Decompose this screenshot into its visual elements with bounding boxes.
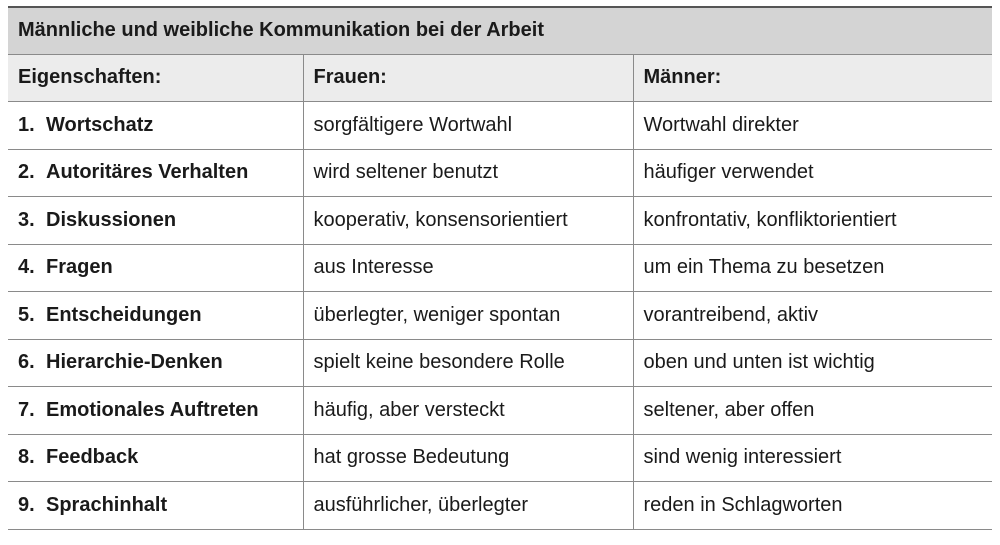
women-cell: ausführlicher, überlegter bbox=[302, 481, 633, 530]
property-label: Wortschatz bbox=[46, 113, 154, 136]
row-number: 2. bbox=[18, 161, 35, 184]
table-title: Männliche und weibliche Kommunikation be… bbox=[8, 7, 992, 55]
men-cell: oben und unten ist wichtig bbox=[632, 339, 992, 387]
property-cell: 2. Autoritäres Verhalten bbox=[8, 149, 303, 197]
men-cell: häufiger verwendet bbox=[632, 149, 992, 197]
header-women: Frauen: bbox=[302, 54, 633, 102]
table-row: 6. Hierarchie-Denken spielt keine besonde… bbox=[8, 339, 992, 387]
women-cell: aus Interesse bbox=[302, 244, 633, 292]
property-label: Diskussionen bbox=[46, 208, 177, 231]
property-label: Autoritäres Verhalten bbox=[46, 161, 249, 184]
women-cell: überlegter, weniger spontan bbox=[302, 291, 633, 340]
table-row: 1. Wortschatz sorgfältigere Wortwahl Wort… bbox=[8, 101, 992, 150]
women-cell: wird seltener benutzt bbox=[302, 149, 633, 197]
table-row: 9. Sprachinhalt ausführlicher, überlegter… bbox=[8, 481, 992, 530]
women-cell: hat grosse Bedeutung bbox=[302, 434, 633, 482]
row-number: 4. bbox=[18, 256, 35, 279]
property-cell: 3. Diskussionen bbox=[8, 196, 303, 245]
row-number: 7. bbox=[18, 398, 35, 421]
men-cell: um ein Thema zu besetzen bbox=[632, 244, 992, 292]
men-cell: konfrontativ, konfliktorientiert bbox=[632, 196, 992, 245]
property-cell: 1. Wortschatz bbox=[8, 101, 303, 150]
property-cell: 5. Entscheidungen bbox=[8, 291, 303, 340]
table-row: 4. Fragen aus Interesse um ein Thema zu b… bbox=[8, 244, 992, 292]
table-title-row: Männliche und weibliche Kommunikation be… bbox=[8, 7, 992, 55]
table-row: 7. Emotionales Auftreten häufig, aber ver… bbox=[8, 386, 992, 435]
men-cell: vorantreibend, aktiv bbox=[632, 291, 992, 340]
men-cell: sind wenig interessiert bbox=[632, 434, 992, 482]
property-cell: 4. Fragen bbox=[8, 244, 303, 292]
property-label: Hierarchie-Denken bbox=[46, 351, 223, 374]
women-cell: häufig, aber versteckt bbox=[302, 386, 633, 435]
property-cell: 7. Emotionales Auftreten bbox=[8, 386, 303, 435]
header-properties: Eigenschaften: bbox=[8, 54, 303, 102]
row-number: 1. bbox=[18, 113, 35, 136]
table-row: 8. Feedback hat grosse Bedeutung sind wen… bbox=[8, 434, 992, 482]
property-label: Entscheidungen bbox=[46, 303, 202, 326]
property-label: Emotionales Auftreten bbox=[46, 398, 259, 421]
property-cell: 6. Hierarchie-Denken bbox=[8, 339, 303, 387]
table-header-row: Eigenschaften: Frauen: Männer: bbox=[8, 54, 992, 102]
row-number: 9. bbox=[18, 493, 35, 516]
women-cell: sorgfältigere Wortwahl bbox=[302, 101, 633, 150]
row-number: 5. bbox=[18, 303, 35, 326]
men-cell: seltener, aber offen bbox=[632, 386, 992, 435]
men-cell: reden in Schlagworten bbox=[632, 481, 992, 530]
row-number: 8. bbox=[18, 446, 35, 469]
women-cell: kooperativ, konsensorientiert bbox=[302, 196, 633, 245]
row-number: 3. bbox=[18, 208, 35, 231]
property-label: Fragen bbox=[46, 256, 113, 279]
table-row: 5. Entscheidungen überlegter, weniger spo… bbox=[8, 291, 992, 340]
property-label: Feedback bbox=[46, 446, 139, 469]
table-row: 2. Autoritäres Verhalten wird seltener be… bbox=[8, 149, 992, 197]
property-cell: 8. Feedback bbox=[8, 434, 303, 482]
men-cell: Wortwahl direkter bbox=[632, 101, 992, 150]
property-cell: 9. Sprachinhalt bbox=[8, 481, 303, 530]
communication-table: Männliche und weibliche Kommunikation be… bbox=[8, 6, 992, 530]
property-label: Sprachinhalt bbox=[46, 493, 168, 516]
table-row: 3. Diskussionen kooperativ, konsensorient… bbox=[8, 196, 992, 245]
women-cell: spielt keine besondere Rolle bbox=[302, 339, 633, 387]
row-number: 6. bbox=[18, 351, 35, 374]
header-men: Männer: bbox=[632, 54, 992, 102]
